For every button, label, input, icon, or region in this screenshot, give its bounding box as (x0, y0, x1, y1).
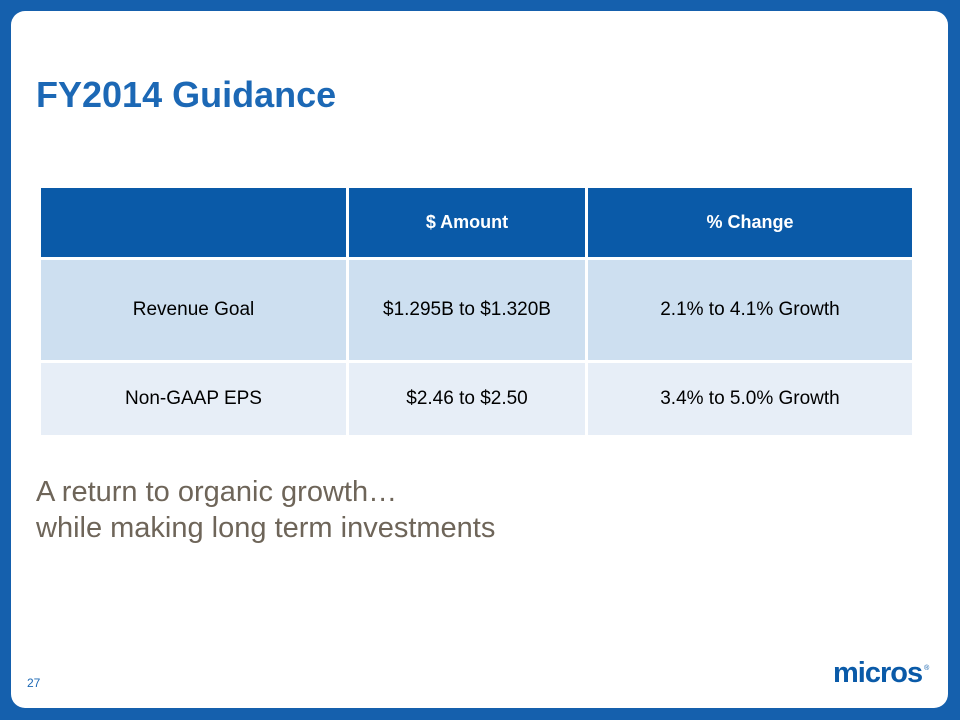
tagline-line-2: while making long term investments (36, 512, 496, 544)
amount-cell: $1.295B to $1.320B (346, 257, 588, 363)
tagline-line-1: A return to organic growth… (36, 476, 398, 508)
registered-mark: ® (924, 665, 930, 672)
page-number: 27 (27, 676, 41, 690)
change-cell: 2.1% to 4.1% Growth (585, 257, 915, 363)
page-title: FY2014 Guidance (36, 74, 337, 115)
row-label: Non-GAAP EPS (38, 360, 349, 438)
change-cell: 3.4% to 5.0% Growth (585, 360, 915, 438)
table-row: Non-GAAP EPS $2.46 to $2.50 3.4% to 5.0%… (38, 360, 915, 438)
header-cell-amount: $ Amount (346, 185, 588, 260)
amount-cell: $2.46 to $2.50 (346, 360, 588, 438)
logo-wordmark: micros (833, 657, 923, 689)
guidance-table: $ Amount % Change Revenue Goal $1.295B t… (38, 185, 915, 438)
table-row: Revenue Goal $1.295B to $1.320B 2.1% to … (38, 257, 915, 363)
slide: FY2014 Guidance $ Amount % Change Revenu… (11, 11, 948, 708)
row-label: Revenue Goal (38, 257, 349, 363)
header-cell-empty (38, 185, 349, 260)
header-cell-change: % Change (585, 185, 915, 260)
tagline: A return to organic growth… while making… (36, 474, 495, 546)
table-header-row: $ Amount % Change (38, 185, 915, 260)
micros-logo: micros ® (833, 657, 930, 690)
